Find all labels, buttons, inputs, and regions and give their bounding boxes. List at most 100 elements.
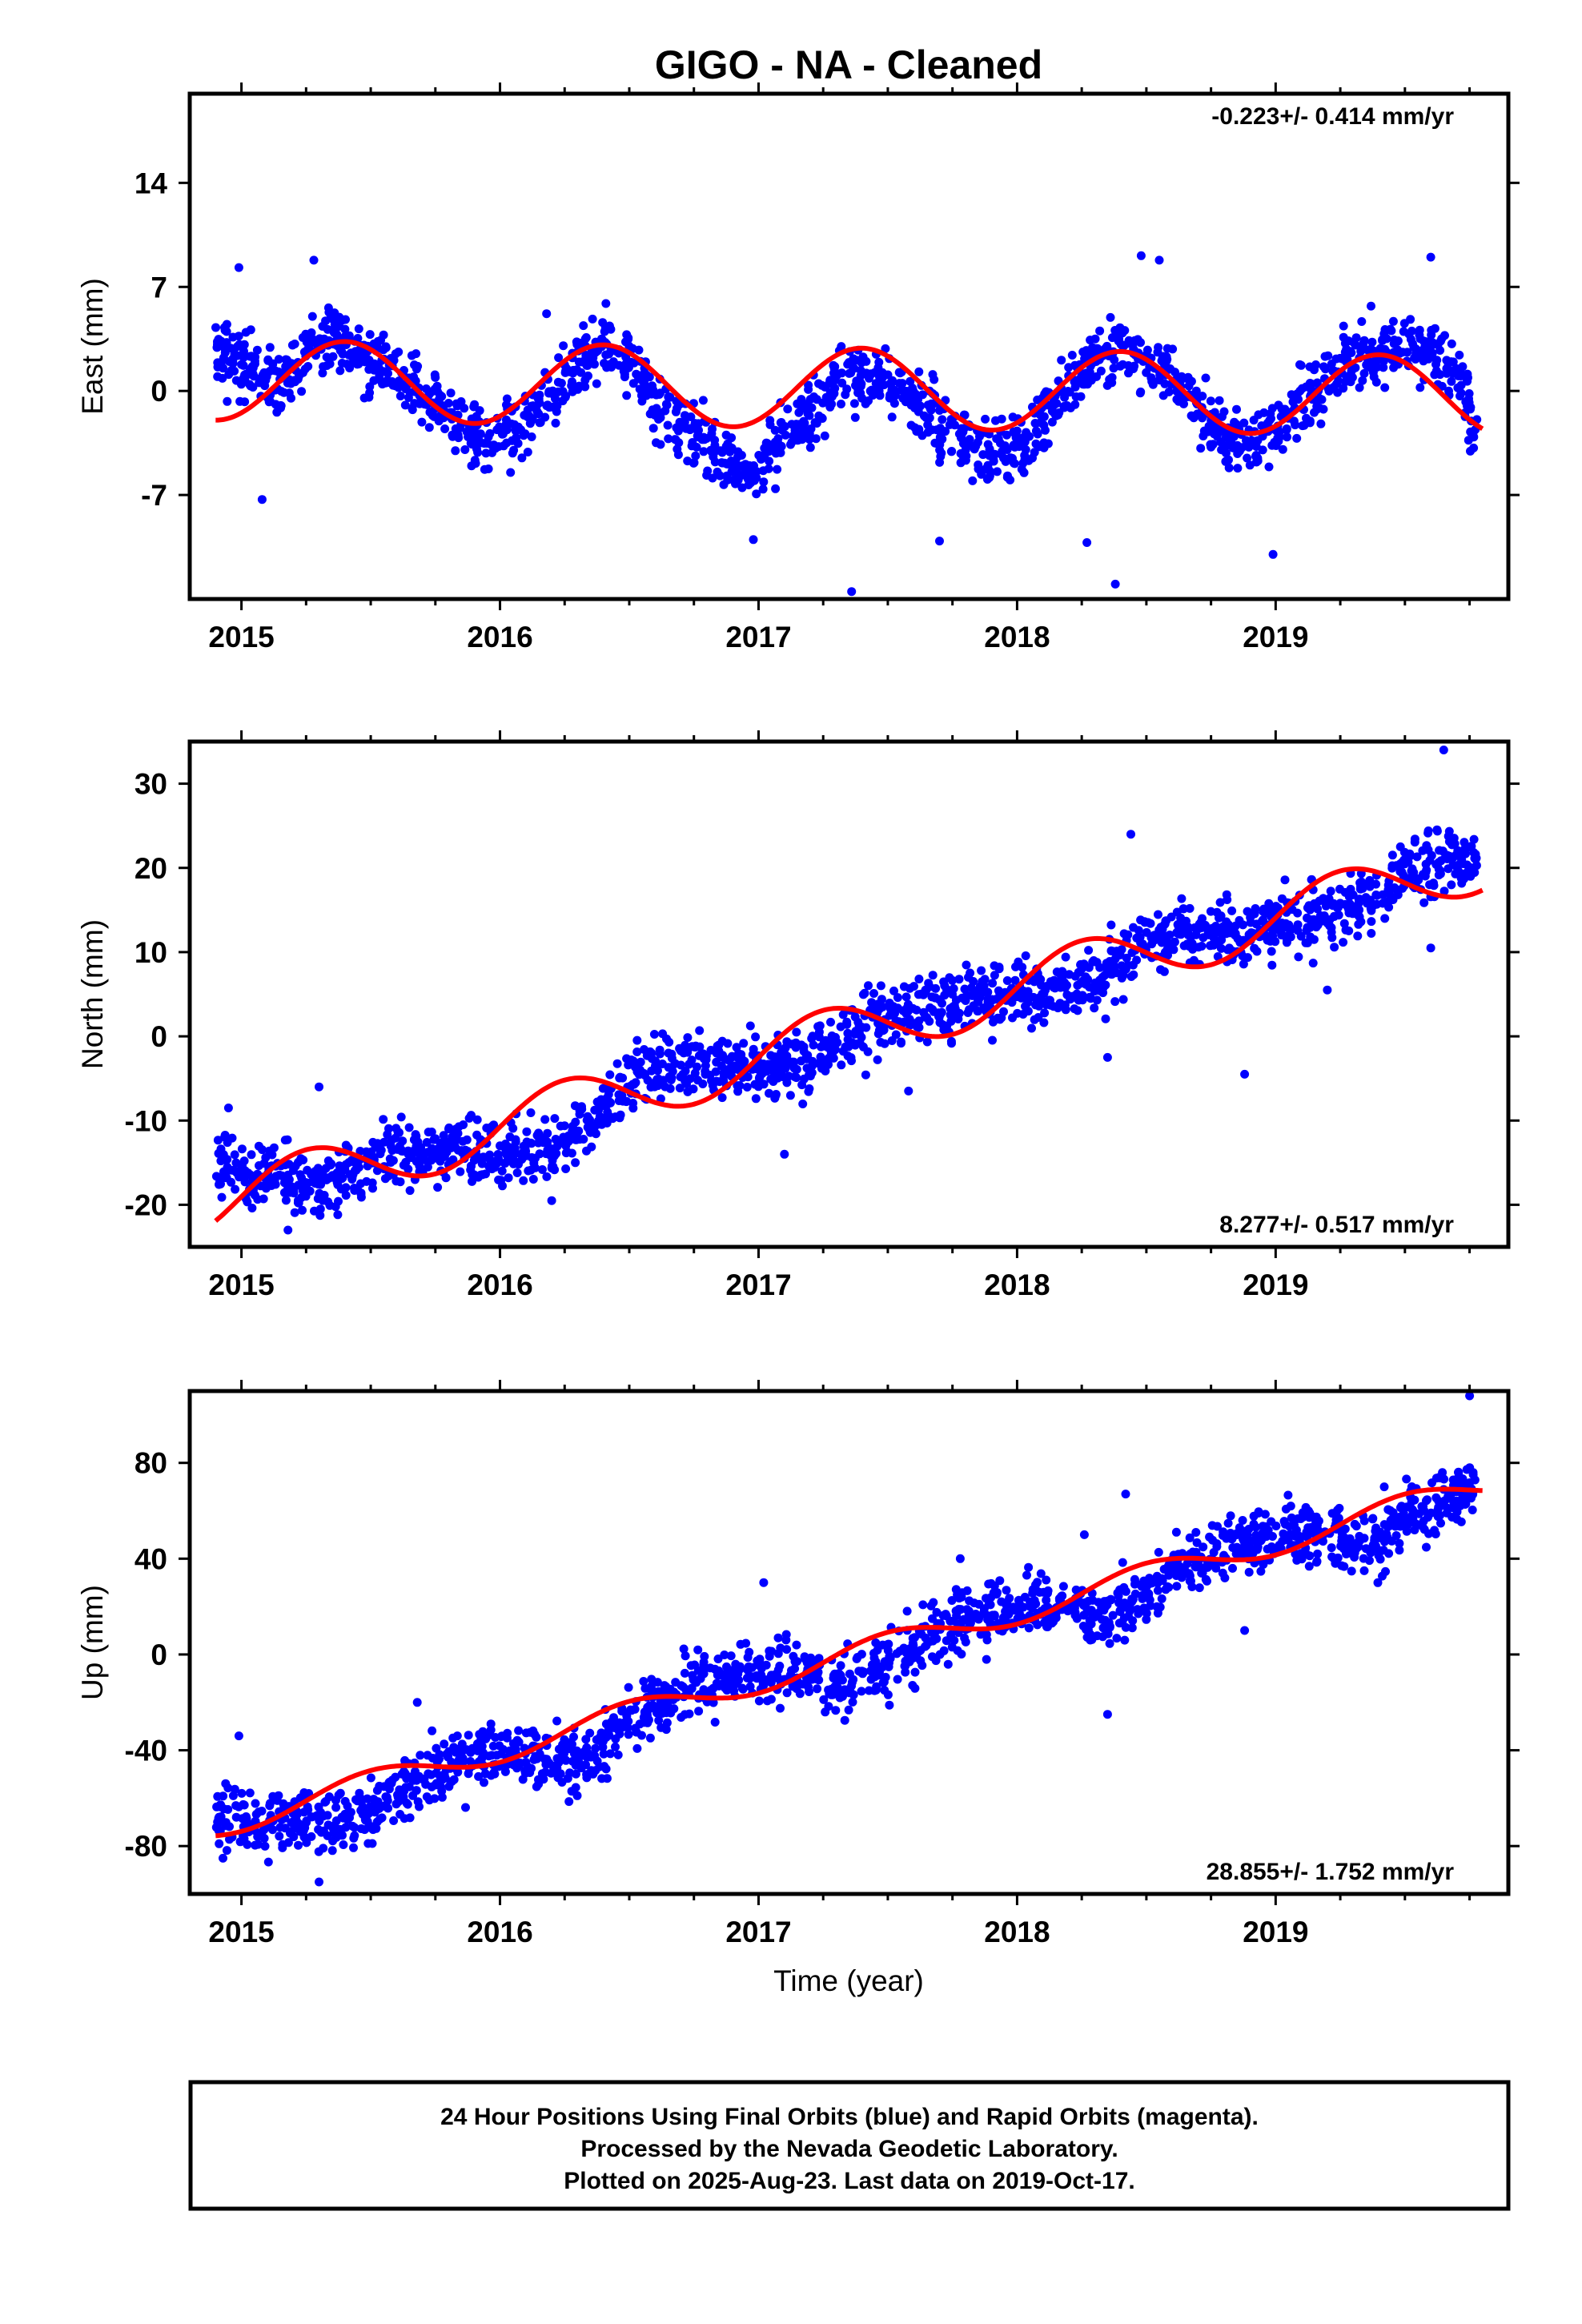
y-tick-label: 30 xyxy=(135,768,167,801)
position-point xyxy=(683,1033,693,1043)
position-point xyxy=(742,1083,752,1092)
position-point xyxy=(335,366,345,376)
position-point xyxy=(677,1681,686,1691)
position-point xyxy=(689,458,698,468)
position-point xyxy=(319,362,328,372)
position-point xyxy=(993,467,1002,476)
position-point xyxy=(600,324,610,332)
position-point xyxy=(818,398,828,408)
position-point xyxy=(978,450,988,460)
position-point xyxy=(265,343,275,352)
y-tick-label: -7 xyxy=(141,479,167,512)
position-point xyxy=(581,1735,591,1744)
y-axis-label: East (mm) xyxy=(76,278,109,415)
position-point xyxy=(1127,1597,1137,1606)
position-point xyxy=(1280,875,1290,885)
position-point xyxy=(820,431,829,440)
position-point xyxy=(656,1723,666,1732)
velocity-label: -0.223+/- 0.414 mm/yr xyxy=(1211,103,1454,130)
position-point xyxy=(773,1633,783,1642)
position-point xyxy=(1321,901,1331,911)
position-point xyxy=(1158,391,1168,400)
position-point xyxy=(480,1769,490,1779)
position-point xyxy=(781,430,790,440)
position-point xyxy=(604,1721,613,1731)
position-point xyxy=(231,376,241,385)
position-point xyxy=(1047,1618,1057,1628)
position-point xyxy=(1078,995,1087,1005)
position-point xyxy=(1251,1522,1260,1532)
position-point xyxy=(462,427,472,436)
position-point xyxy=(805,443,815,452)
position-point xyxy=(213,1136,223,1145)
position-point xyxy=(1378,335,1387,344)
position-point xyxy=(1319,404,1328,414)
position-point xyxy=(805,395,815,404)
position-point xyxy=(957,424,966,433)
position-point xyxy=(1154,1547,1163,1557)
position-point xyxy=(1342,372,1351,381)
position-point xyxy=(945,973,954,983)
position-point xyxy=(436,1156,445,1166)
x-tick-label: 2017 xyxy=(725,621,791,653)
position-point xyxy=(1312,402,1322,411)
position-point xyxy=(1279,1517,1289,1526)
position-point xyxy=(535,398,544,408)
position-point xyxy=(712,1679,721,1688)
position-point xyxy=(884,1639,893,1649)
position-point xyxy=(353,352,363,361)
position-point xyxy=(424,423,434,432)
position-point xyxy=(923,420,933,430)
position-point xyxy=(1002,976,1012,985)
position-point xyxy=(215,1177,224,1187)
position-point xyxy=(1292,433,1302,443)
position-point xyxy=(929,1598,938,1607)
position-point xyxy=(694,1707,704,1716)
position-point xyxy=(468,1176,476,1186)
position-point xyxy=(689,424,699,433)
position-point xyxy=(1267,947,1276,956)
position-point xyxy=(260,1841,270,1851)
position-point xyxy=(386,1141,396,1151)
position-point xyxy=(532,1782,541,1791)
position-point xyxy=(848,1697,857,1707)
position-point xyxy=(957,1650,966,1659)
x-tick-label: 2016 xyxy=(467,1269,532,1301)
position-point xyxy=(951,995,961,1005)
position-point xyxy=(1105,1638,1114,1648)
position-point xyxy=(514,1160,523,1169)
position-point xyxy=(1259,1560,1268,1569)
position-point xyxy=(1168,344,1178,354)
position-point xyxy=(655,1049,665,1059)
position-point xyxy=(440,1770,449,1779)
position-point xyxy=(276,400,286,410)
position-point xyxy=(428,411,437,420)
position-point xyxy=(1301,1502,1311,1512)
position-point xyxy=(664,434,673,444)
position-point xyxy=(1018,433,1027,443)
position-point xyxy=(706,1686,716,1695)
position-point xyxy=(307,1177,317,1186)
position-point xyxy=(878,1002,887,1011)
velocity-label: 8.277+/- 0.517 mm/yr xyxy=(1219,1212,1454,1238)
position-point xyxy=(340,324,350,334)
outlier-point xyxy=(1426,943,1435,953)
position-point xyxy=(349,1184,359,1192)
position-point xyxy=(605,1749,615,1759)
position-point xyxy=(342,1812,351,1822)
position-point xyxy=(738,1684,748,1694)
position-point xyxy=(836,1661,845,1671)
outlier-point xyxy=(1102,1052,1112,1062)
position-point xyxy=(444,399,453,408)
position-point xyxy=(315,1204,325,1214)
position-point xyxy=(379,330,388,340)
position-point xyxy=(1018,459,1028,468)
position-point xyxy=(332,322,342,332)
position-point xyxy=(914,1023,924,1032)
position-point xyxy=(522,1137,532,1147)
position-point xyxy=(1171,1527,1181,1537)
position-point xyxy=(1209,1548,1219,1557)
position-point xyxy=(1367,301,1375,311)
position-point xyxy=(366,1773,375,1783)
position-point xyxy=(1254,1507,1263,1517)
